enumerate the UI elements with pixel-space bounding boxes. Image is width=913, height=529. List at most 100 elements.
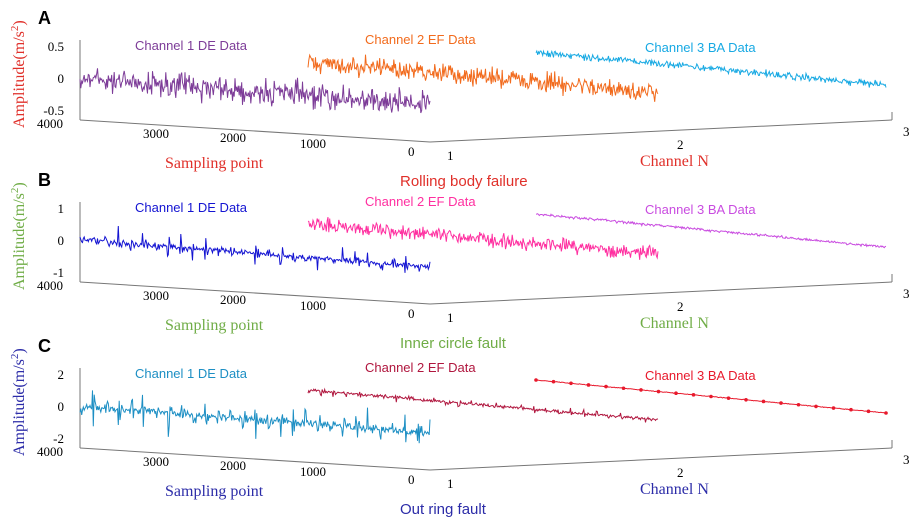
y-tick-label: 0.5 [48,39,64,54]
series-marker [691,393,696,397]
y-axis-label-close: ) [11,182,28,187]
channel-tick-label: 1 [447,310,454,325]
series-marker [796,402,801,407]
axis-channel-line [429,447,893,471]
series-label-channel-2: Channel 2 EF Data [365,32,476,47]
x-axis-label: Sampling point [165,155,264,172]
series-label-channel-3: Channel 3 BA Data [645,368,756,383]
y-axis-label-close: ) [11,20,28,25]
z-axis-label: Channel N [640,315,709,332]
panel-caption: Inner circle fault [400,335,507,352]
channel-tick-label: 1 [447,476,454,491]
z-axis-label: Channel N [640,481,709,498]
y-tick-label: 2 [58,367,65,382]
y-axis-label-close: ) [11,348,28,353]
x-tick-label: 0 [408,306,415,321]
y-axis-label-sup: 2 [9,354,21,360]
series-line-channel-2 [307,53,659,102]
series-label-channel-3: Channel 3 BA Data [645,202,756,217]
x-tick-label: 4000 [37,444,63,459]
channel-tick-label: 2 [677,299,684,314]
y-axis-label: Amplitude(m/s2) [9,20,28,128]
series-label-channel-1: Channel 1 DE Data [135,38,248,53]
y-axis-label-sup: 2 [9,26,21,32]
x-tick-label: 0 [408,472,415,487]
series-label-channel-3: Channel 3 BA Data [645,40,756,55]
x-tick-label: 3000 [143,288,169,303]
axis-sampling-line [79,281,431,305]
channel-tick-label: 3 [903,124,910,139]
x-tick-label: 3000 [143,454,169,469]
panel-letter: B [38,170,51,190]
x-tick-label: 3000 [143,126,169,141]
series-marker [551,379,556,384]
axis-sampling-line [79,447,431,471]
y-tick-label: -0.5 [43,103,64,118]
x-tick-label: 2000 [220,458,246,473]
panel-caption: Out ring fault [400,501,487,518]
x-tick-label: 2000 [220,292,246,307]
x-tick-label: 1000 [300,298,326,313]
axis-channel-line [429,281,893,305]
y-tick-label: 0 [58,399,65,414]
series-label-channel-1: Channel 1 DE Data [135,200,248,215]
series-marker [709,394,713,399]
y-tick-label: 0 [58,71,65,86]
y-axis-label-text: Amplitude(m/s [11,31,28,128]
series-marker [621,386,626,391]
x-axis-label: Sampling point [165,317,264,334]
series-line-channel-1 [79,68,431,114]
series-line-channel-2 [307,216,659,260]
x-tick-label: 1000 [300,136,326,151]
y-axis-label: Amplitude(m/s2) [9,182,28,290]
series-marker [604,384,608,389]
axis-sampling-line [79,119,431,143]
series-line-channel-3 [536,213,887,249]
y-axis-label-sup: 2 [9,188,21,194]
panel-letter: C [38,336,51,356]
x-tick-label: 1000 [300,464,326,479]
series-marker [674,391,678,395]
series-marker [831,406,836,410]
panel-caption: Rolling body failure [400,173,528,190]
x-tick-label: 4000 [37,116,63,131]
series-marker [656,389,661,394]
series-marker [586,383,591,387]
y-tick-label: -1 [53,265,64,280]
series-marker [761,399,766,404]
x-tick-label: 0 [408,144,415,159]
series-marker [569,381,573,386]
series-marker [884,411,888,415]
series-marker [726,396,731,400]
series-label-channel-2: Channel 2 EF Data [365,194,476,209]
series-marker [744,398,748,402]
x-tick-label: 2000 [220,130,246,145]
channel-tick-label: 2 [677,137,684,152]
series-marker [639,388,643,392]
channel-tick-label: 3 [903,452,910,467]
series-marker [814,404,818,409]
series-marker [866,409,871,414]
panel-letter: A [38,8,51,28]
y-tick-label: -2 [53,431,64,446]
z-axis-label: Channel N [640,153,709,170]
series-marker [849,407,853,412]
y-axis-label-text: Amplitude(m/s [11,193,28,290]
series-line-channel-1 [79,390,431,444]
y-axis-label: Amplitude(m/s2) [9,348,28,456]
series-marker [779,401,783,405]
channel-tick-label: 2 [677,465,684,480]
y-tick-label: 1 [58,201,65,216]
series-label-channel-1: Channel 1 DE Data [135,366,248,381]
x-tick-label: 4000 [37,278,63,293]
channel-tick-label: 3 [903,286,910,301]
axis-channel-line [429,119,893,143]
channel-tick-label: 1 [447,148,454,163]
series-line-channel-1 [79,225,431,273]
x-axis-label: Sampling point [165,483,264,500]
series-line-channel-2 [307,387,659,423]
